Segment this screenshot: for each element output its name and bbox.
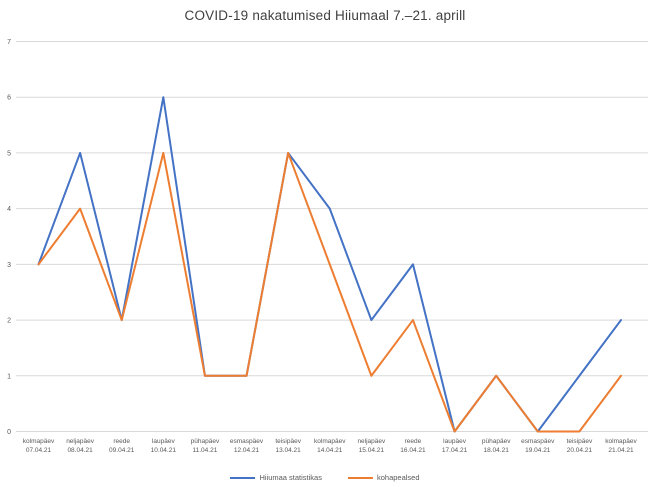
y-tick-label: 2 — [7, 318, 11, 325]
legend-item-kohapealsed[interactable]: kohapealsed — [347, 473, 420, 482]
x-tick-label: laupäev 10.04.21 — [151, 438, 177, 454]
y-tick-label: 3 — [7, 262, 11, 269]
legend-label: Hiiumaa statistikas — [259, 473, 322, 482]
y-tick-label: 7 — [7, 39, 11, 46]
legend-item-hiiumaa-statistikas[interactable]: Hiiumaa statistikas — [230, 473, 322, 482]
x-tick-label: reede 16.04.21 — [400, 438, 426, 454]
legend-line-swatch-blue — [230, 476, 256, 479]
legend-label: kohapealsed — [376, 473, 420, 482]
x-tick-label: kolmapäev 21.04.21 — [605, 438, 637, 454]
x-tick-label: neljapäev 08.04.21 — [66, 438, 95, 454]
chart-title: COVID-19 nakatumised Hiiumaal 7.–21. apr… — [184, 8, 466, 23]
y-tick-label: 1 — [7, 373, 11, 380]
x-tick-label: reede 09.04.21 — [109, 438, 135, 454]
x-tick-label: pühapäev 11.04.21 — [191, 438, 220, 454]
series-line-1[interactable] — [37, 151, 622, 433]
x-tick-label: esmaspäev 19.04.21 — [521, 438, 555, 454]
x-tick-label: esmaspäev 12.04.21 — [230, 438, 264, 454]
x-tick-label: teisipäev 13.04.21 — [275, 438, 301, 454]
y-tick-label: 4 — [7, 206, 11, 213]
x-tick-label: teisipäev 20.04.21 — [567, 438, 593, 454]
y-tick-label: 5 — [7, 150, 11, 157]
x-tick-label: pühapäev 18.04.21 — [482, 438, 511, 454]
x-tick-label: laupäev 17.04.21 — [442, 438, 468, 454]
legend-line-swatch-orange — [347, 476, 373, 479]
y-tick-label: 6 — [7, 95, 11, 102]
y-tick-label: 0 — [7, 429, 11, 436]
x-tick-label: neljapäev 15.04.21 — [357, 438, 386, 454]
legend: Hiiumaa statistikas kohapealsed — [0, 473, 650, 482]
x-tick-label: kolmapäev 07.04.21 — [23, 438, 55, 454]
x-tick-label: kolmapäev 14.04.21 — [314, 438, 346, 454]
